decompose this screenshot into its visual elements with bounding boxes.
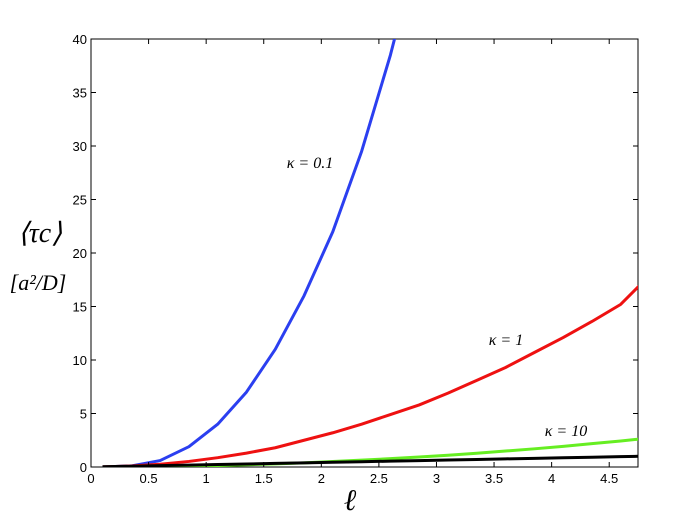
plot-area — [102, 39, 638, 467]
y-tick-label: 20 — [73, 246, 87, 261]
y-axis-unit: [a²/D] — [10, 270, 67, 295]
x-tick-label: 4.5 — [600, 471, 618, 486]
x-tick-label: 3.5 — [485, 471, 503, 486]
x-tick-label: 1.5 — [255, 471, 273, 486]
y-tick-label: 30 — [73, 139, 87, 154]
series-annotation: κ = 0.1 — [287, 155, 333, 172]
y-tick-label: 10 — [73, 353, 87, 368]
series-line — [102, 284, 638, 467]
series-line — [102, 39, 397, 467]
y-axis-label: ⟨τc⟩ — [18, 218, 62, 249]
y-tick-label: 40 — [73, 32, 87, 47]
x-axis-label: ℓ — [344, 484, 357, 517]
y-tick-label: 15 — [73, 300, 87, 315]
x-tick-label: 0.5 — [140, 471, 158, 486]
series-annotation: κ = 1 — [489, 332, 523, 349]
y-tick-label: 35 — [73, 86, 87, 101]
x-tick-label: 2.5 — [370, 471, 388, 486]
series-annotation: κ = 10 — [545, 423, 587, 440]
series-line — [102, 454, 638, 467]
x-tick-label: 3 — [433, 471, 440, 486]
y-tick-label: 0 — [80, 460, 87, 475]
x-tick-label: 0 — [87, 471, 94, 486]
x-tick-label: 4 — [548, 471, 555, 486]
x-tick-label: 1 — [203, 471, 210, 486]
y-tick-label: 5 — [80, 407, 87, 422]
x-tick-label: 2 — [318, 471, 325, 486]
plot-frame — [90, 38, 639, 468]
y-tick-label: 25 — [73, 193, 87, 208]
